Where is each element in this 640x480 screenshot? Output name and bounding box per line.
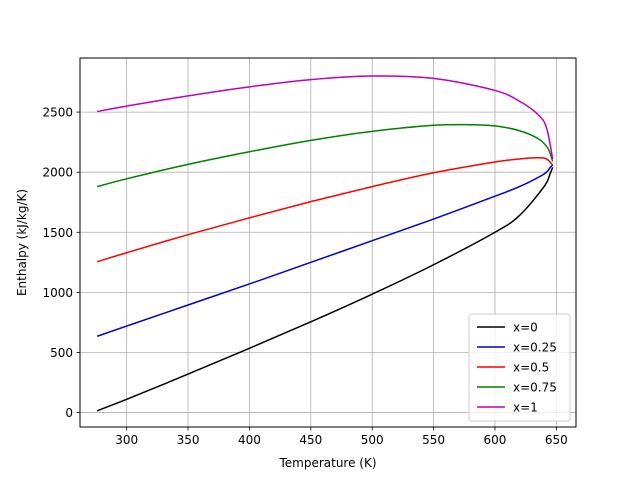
series-lines [96,75,554,412]
series-line-1 [96,164,554,337]
x-tick-label-450: 450 [299,433,322,447]
x-axis-title: Temperature (K) [278,456,376,470]
x-tick-label-550: 550 [422,433,445,447]
y-tick-label-2000: 2000 [42,166,73,180]
plot-area-frame [79,57,577,428]
x-tick-label-500: 500 [361,433,384,447]
y-tick-label-0: 0 [65,406,73,420]
legend-label-0: x=0 [513,321,538,335]
series-line-4 [97,75,554,160]
series-line-3 [96,123,554,188]
y-tick-label-2500: 2500 [42,106,73,120]
y-tick-label-500: 500 [50,346,73,360]
y-tick-label-1500: 1500 [42,226,73,240]
legend-label-2: x=0.5 [513,361,549,375]
x-tick-label-600: 600 [484,433,507,447]
legend: x=0 x=0.25 x=0.5 x=0.75 x=1 [468,313,571,422]
x-tick-label-650: 650 [545,433,568,447]
legend-label-4: x=1 [513,401,538,415]
legend-label-1: x=0.25 [513,341,557,355]
legend-label-3: x=0.75 [513,381,557,395]
x-tick-label-300: 300 [115,433,138,447]
y-axis-title: Enthalpy (kJ/kg/K) [15,189,29,296]
axis-ticks: 300 350 400 450 500 550 600 650 0 500 1000 1500 2000… [42,106,567,447]
x-tick-label-400: 400 [238,433,261,447]
x-tick-label-350: 350 [177,433,200,447]
series-line-2 [96,157,554,263]
legend-box [468,313,571,422]
series-line-0 [96,167,554,412]
y-tick-label-1000: 1000 [42,286,73,300]
